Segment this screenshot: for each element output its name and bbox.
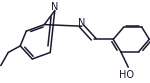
- Text: N: N: [78, 18, 85, 28]
- Text: HO: HO: [119, 70, 134, 81]
- Text: N: N: [51, 2, 59, 12]
